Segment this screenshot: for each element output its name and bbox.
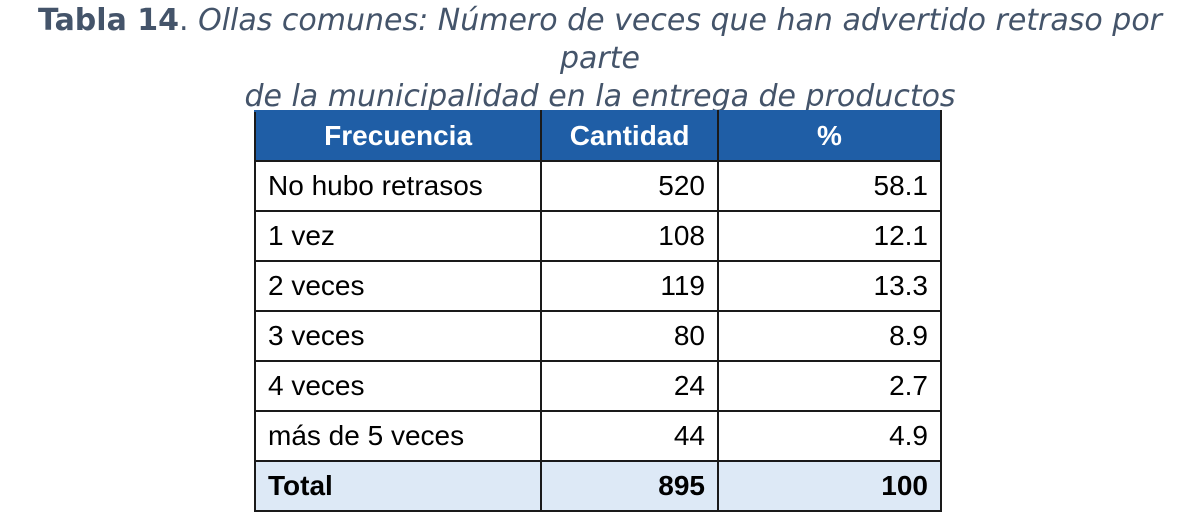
caption-text-line2: de la municipalidad en la entrega de pro… — [244, 79, 956, 114]
row-frecuencia: más de 5 veces — [253, 410, 543, 462]
caption-label: Tabla 14 — [37, 3, 180, 38]
row-cantidad: 108 — [540, 210, 719, 262]
table-row: 3 veces 80 8.9 — [253, 310, 943, 362]
row-percent: 58.1 — [716, 160, 943, 212]
table-row: No hubo retrasos 520 58.1 — [253, 160, 943, 212]
row-frecuencia: 1 vez — [253, 210, 543, 262]
total-row: Total 895 100 — [253, 460, 943, 512]
row-cantidad: 24 — [540, 360, 719, 412]
total-label: Total — [253, 460, 543, 512]
row-cantidad: 80 — [540, 310, 719, 362]
row-frecuencia: 2 veces — [253, 260, 543, 312]
row-percent: 2.7 — [716, 360, 943, 412]
row-percent: 13.3 — [716, 260, 943, 312]
row-frecuencia: 4 veces — [253, 360, 543, 412]
header-frecuencia: Frecuencia — [253, 110, 543, 162]
row-cantidad: 44 — [540, 410, 719, 462]
table-row: 4 veces 24 2.7 — [253, 360, 943, 412]
row-frecuencia: 3 veces — [253, 310, 543, 362]
caption-separator: . — [179, 3, 189, 38]
table-caption: Tabla 14. Ollas comunes: Número de veces… — [0, 2, 1200, 116]
table-row: más de 5 veces 44 4.9 — [253, 410, 943, 462]
row-percent: 8.9 — [716, 310, 943, 362]
total-percent: 100 — [716, 460, 943, 512]
total-cantidad: 895 — [540, 460, 719, 512]
row-frecuencia: No hubo retrasos — [253, 160, 543, 212]
row-cantidad: 520 — [540, 160, 719, 212]
header-percent: % — [716, 110, 943, 162]
table-row: 2 veces 119 13.3 — [253, 260, 943, 312]
frequency-table: Frecuencia Cantidad % No hubo retrasos 5… — [253, 110, 943, 512]
table-row: 1 vez 108 12.1 — [253, 210, 943, 262]
row-percent: 4.9 — [716, 410, 943, 462]
header-row: Frecuencia Cantidad % — [253, 110, 943, 162]
caption-text-line1: Ollas comunes: Número de veces que han a… — [188, 3, 1163, 76]
header-cantidad: Cantidad — [540, 110, 719, 162]
row-percent: 12.1 — [716, 210, 943, 262]
row-cantidad: 119 — [540, 260, 719, 312]
